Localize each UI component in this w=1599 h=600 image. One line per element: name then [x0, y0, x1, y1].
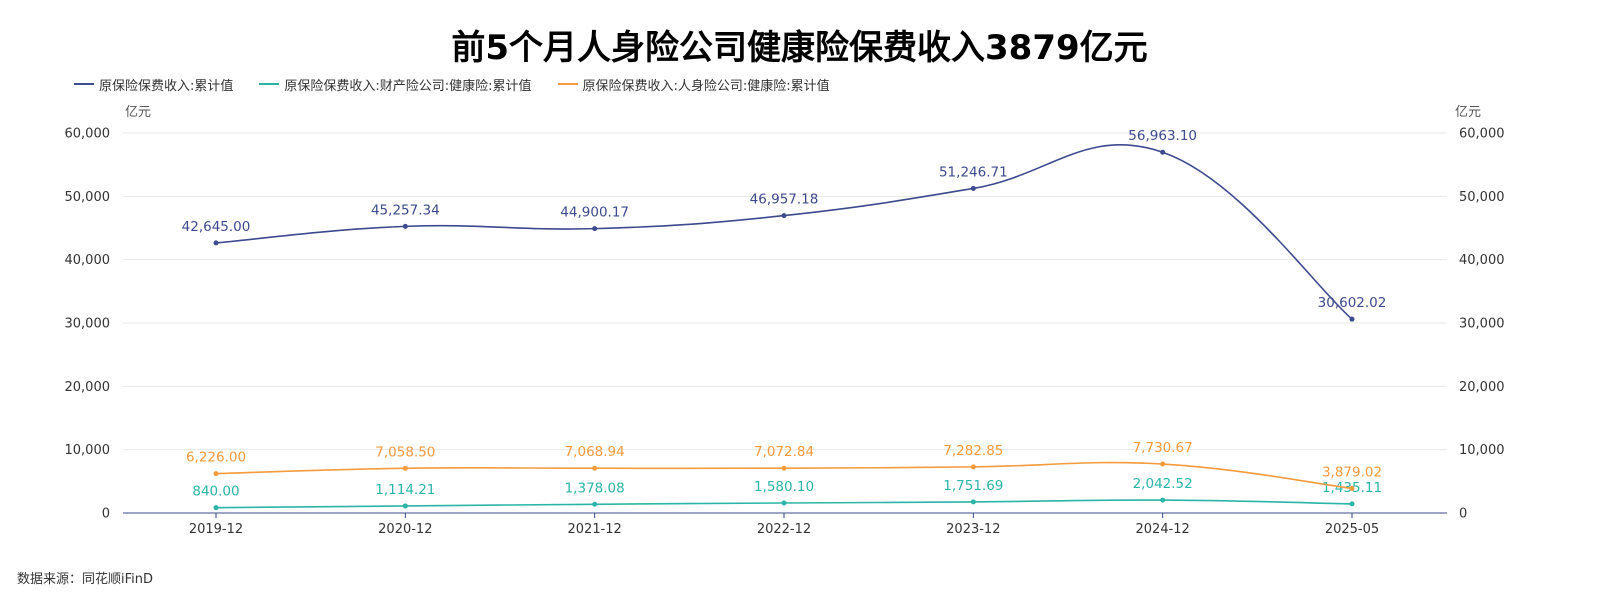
legend-label: 原保险保费收入:财产险公司:健康险:累计值 — [284, 78, 532, 94]
data-point — [592, 226, 598, 232]
data-label: 51,246.71 — [939, 164, 1008, 180]
data-point — [592, 465, 598, 471]
data-point — [1349, 485, 1355, 491]
data-point — [1349, 316, 1355, 322]
data-point — [781, 500, 787, 506]
y-tick-label-left: 30,000 — [65, 317, 111, 332]
data-label: 56,963.10 — [1128, 128, 1197, 144]
y-tick-label-right: 30,000 — [1459, 317, 1505, 332]
y-tick-label-left: 0 — [102, 507, 110, 522]
series-life-health: 6,226.00 7,058.50 7,068.94 7,072.84 7,282.85… — [186, 440, 1382, 491]
legend-swatch — [557, 83, 578, 85]
data-point — [592, 501, 598, 507]
data-label: 7,068.94 — [565, 444, 625, 460]
data-point — [970, 499, 976, 505]
data-label: 1,751.69 — [943, 478, 1003, 494]
x-tick-label: 2019-12 — [189, 522, 243, 537]
data-point — [213, 240, 219, 246]
data-point — [1160, 461, 1166, 467]
data-point — [1160, 497, 1166, 503]
x-tick-label: 2022-12 — [757, 522, 811, 537]
data-label: 7,072.84 — [754, 444, 814, 460]
data-label: 7,282.85 — [943, 443, 1003, 459]
y-tick-label-right: 40,000 — [1459, 253, 1505, 268]
data-label: 3,879.02 — [1322, 464, 1382, 480]
data-point — [781, 213, 787, 219]
data-label: 2,042.52 — [1133, 476, 1193, 492]
legend-item[interactable]: 原保险保费收入:累计值 — [74, 75, 233, 94]
data-source-note: 数据来源：同花顺iFinD — [17, 572, 154, 587]
x-tick-label: 2023-12 — [946, 522, 1000, 537]
data-label: 7,730.67 — [1133, 440, 1193, 456]
chart-title: 前5个月人身险公司健康险保费收入3879亿元 — [451, 28, 1148, 68]
data-label: 840.00 — [192, 484, 239, 500]
series-property-health: 840.00 1,114.21 1,378.08 1,580.10 1,751.69 2,… — [192, 476, 1382, 511]
x-tick-label: 2020-12 — [378, 522, 432, 537]
data-label: 7,058.50 — [375, 444, 435, 460]
x-tick-label: 2021-12 — [568, 522, 622, 537]
y-tick-label-left: 50,000 — [65, 190, 111, 205]
data-point — [1160, 149, 1166, 155]
data-point — [1349, 501, 1355, 507]
legend-item[interactable]: 原保险保费收入:人身险公司:健康险:累计值 — [557, 75, 830, 94]
data-point — [213, 471, 219, 477]
data-label: 1,114.21 — [375, 482, 435, 498]
y-axis-unit-right: 亿元 — [1455, 105, 1482, 120]
grid-lines — [123, 132, 1447, 451]
data-point — [970, 185, 976, 191]
data-label: 42,645.00 — [182, 219, 251, 235]
series-total: 42,645.00 45,257.34 44,900.17 46,957.18 51,2… — [182, 128, 1387, 322]
data-label: 30,602.02 — [1318, 295, 1387, 311]
data-point — [402, 465, 408, 471]
x-tick-label: 2024-12 — [1136, 522, 1190, 537]
legend-item[interactable]: 原保险保费收入:财产险公司:健康险:累计值 — [259, 75, 532, 94]
data-label: 1,378.08 — [565, 480, 625, 496]
x-tick-labels: 2019-12 2020-12 2021-12 2022-12 2023-12 2024-… — [189, 513, 1379, 537]
data-point — [402, 223, 408, 229]
legend-swatch — [259, 83, 280, 85]
y-tick-label-left: 10,000 — [65, 443, 111, 458]
y-tick-label-right: 20,000 — [1459, 380, 1505, 395]
y-axis-unit-left: 亿元 — [125, 105, 152, 120]
data-label: 46,957.18 — [750, 192, 819, 208]
y-tick-label-right: 10,000 — [1459, 443, 1505, 458]
legend: 原保险保费收入:累计值 原保险保费收入:财产险公司:健康险:累计值 原保险保费收入:… — [74, 75, 856, 94]
data-point — [781, 465, 787, 471]
y-tick-labels: 0 0 10,000 10,000 20,000 20,000 30,000 30,000 40… — [65, 127, 1505, 522]
y-tick-label-right: 50,000 — [1459, 190, 1505, 205]
y-tick-label-right: 0 — [1459, 507, 1467, 522]
x-tick-label: 2025-05 — [1325, 522, 1379, 537]
data-point — [402, 503, 408, 509]
legend-label: 原保险保费收入:累计值 — [99, 78, 234, 94]
data-point — [970, 464, 976, 470]
data-label: 45,257.34 — [371, 202, 440, 218]
y-tick-label-left: 60,000 — [65, 127, 111, 142]
data-point — [213, 505, 219, 511]
data-label: 44,900.17 — [560, 205, 629, 221]
data-label: 1,580.10 — [754, 479, 814, 495]
data-label: 6,226.00 — [186, 450, 246, 466]
y-tick-label-left: 40,000 — [65, 253, 111, 268]
series-line — [215, 143, 1353, 320]
y-tick-label-right: 60,000 — [1459, 127, 1505, 142]
y-tick-label-left: 20,000 — [65, 380, 111, 395]
legend-swatch — [74, 83, 94, 85]
legend-label: 原保险保费收入:人身险公司:健康险:累计值 — [582, 78, 830, 94]
